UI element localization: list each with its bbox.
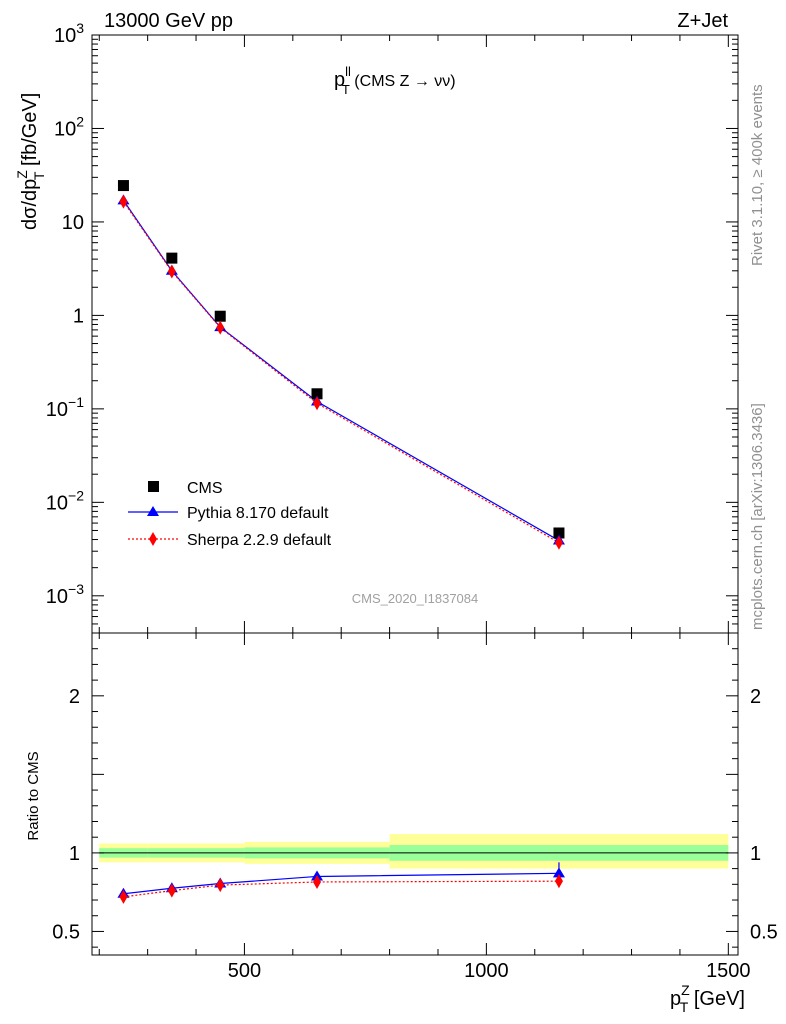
ratio-y-tick-label-right: 0.5 xyxy=(750,921,778,943)
ratio-sherpa-2-2-9-default-line xyxy=(123,880,559,898)
legend: CMS Pythia 8.170 default Sherpa 2.2.9 de… xyxy=(128,480,332,549)
legend-label-cms: CMS xyxy=(187,480,223,497)
ratio-y-axis-label: Ratio to CMS xyxy=(25,751,42,840)
cms-point xyxy=(214,310,226,322)
legend-label-sherpa: Sherpa 2.2.9 default xyxy=(187,532,332,549)
legend-item-sherpa: Sherpa 2.2.9 default xyxy=(128,532,332,549)
ratio-y-tick-label: 1 xyxy=(69,843,80,865)
main-y-tick-label: 10−2 xyxy=(46,487,84,514)
legend-label-pythia: Pythia 8.170 default xyxy=(187,505,329,522)
legend-item-cms: CMS xyxy=(148,480,223,497)
sherpa-2-2-9-default-point xyxy=(313,396,322,411)
cms-point xyxy=(166,252,178,264)
ratio-y-tick-label: 0.5 xyxy=(52,921,80,943)
ratio-sherpa-2-2-9-default-point xyxy=(216,878,225,893)
ratio-sherpa-2-2-9-default-point xyxy=(167,883,176,898)
main-plot-title: pll T (CMS Z → νν) xyxy=(334,64,456,97)
cms-point xyxy=(117,180,129,192)
legend-marker-cms xyxy=(148,481,159,492)
sherpa-2-2-9-default-point xyxy=(167,264,176,279)
main-y-tick-label: 10−3 xyxy=(46,581,84,608)
main-y-axis-label: dσ/dpZT [fb/GeV] xyxy=(14,93,47,230)
sherpa-2-2-9-default-line xyxy=(122,201,560,544)
sherpa-2-2-9-default-point xyxy=(554,535,563,550)
x-tick-label: 500 xyxy=(228,960,261,982)
energy-label: 13000 GeV pp xyxy=(104,10,233,32)
main-y-tick-label: 10−1 xyxy=(46,394,84,421)
ratio-pythia-8-170-default-point xyxy=(552,867,565,878)
x-tick-label: 1500 xyxy=(706,960,751,982)
sherpa-2-2-9-default-point xyxy=(119,194,128,209)
ratio-pythia-8-170-default-line xyxy=(123,872,559,895)
rivet-label: Rivet 3.1.10, ≥ 400k events xyxy=(749,84,766,266)
ratio-plot-frame xyxy=(91,632,739,956)
ratio-sherpa-2-2-9-default-point xyxy=(119,889,128,904)
cms-point xyxy=(311,388,323,400)
main-y-tick-label: 10 xyxy=(62,212,84,234)
ratio-y-tick-label-right: 1 xyxy=(750,843,761,865)
main-y-tick-label: 103 xyxy=(54,20,84,47)
legend-item-pythia: Pythia 8.170 default xyxy=(128,505,329,522)
ratio-plot: 0.5 0.5 1 1 2 2 500 1000 1500 xyxy=(52,632,778,982)
ratio-y-tick-label-right: 2 xyxy=(750,686,761,708)
main-y-tick-label: 102 xyxy=(54,113,84,140)
main-y-tick-label: 1 xyxy=(73,305,84,327)
analysis-watermark: CMS_2020_I1837084 xyxy=(352,591,479,606)
legend-marker-sherpa xyxy=(149,532,157,546)
sherpa-2-2-9-default-point xyxy=(216,320,225,335)
x-axis-label: pZ T [GeV] xyxy=(670,982,745,1015)
ratio-sherpa-2-2-9-default-point xyxy=(313,874,322,889)
process-label: Z+Jet xyxy=(677,10,728,32)
mcplots-label: mcplots.cern.ch [arXiv:1306.3436] xyxy=(749,403,766,630)
cms-point xyxy=(553,527,565,539)
legend-marker-pythia xyxy=(147,506,159,516)
ratio-y-tick-label: 2 xyxy=(69,686,80,708)
ratio-sherpa-2-2-9-default-point xyxy=(554,874,563,889)
x-tick-label: 1000 xyxy=(464,960,509,982)
